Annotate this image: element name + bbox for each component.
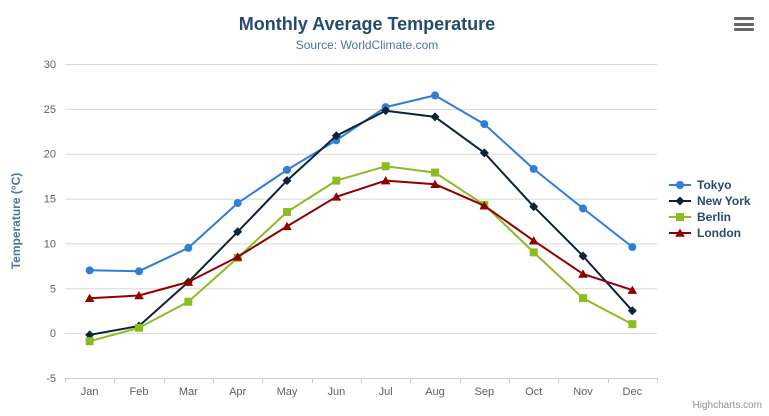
data-point-new-york[interactable] bbox=[479, 148, 489, 158]
series-berlin bbox=[85, 162, 637, 346]
data-point-berlin[interactable] bbox=[431, 168, 439, 177]
series-line-tokyo bbox=[88, 94, 634, 273]
data-point-tokyo[interactable] bbox=[480, 120, 489, 129]
series-new-york bbox=[85, 106, 637, 340]
legend-item-london[interactable]: London bbox=[668, 225, 751, 241]
legend-label-tokyo: Tokyo bbox=[697, 178, 732, 192]
x-axis-label: Apr bbox=[229, 386, 246, 398]
x-axis-label: Jun bbox=[327, 386, 345, 398]
data-point-berlin[interactable] bbox=[381, 162, 390, 171]
data-point-london[interactable] bbox=[380, 176, 391, 185]
legend: Tokyo New York Berlin London bbox=[668, 177, 751, 241]
data-point-berlin[interactable] bbox=[135, 323, 143, 332]
data-point-london[interactable] bbox=[627, 285, 638, 294]
x-axis-label: Dec bbox=[623, 386, 643, 398]
series-london bbox=[84, 176, 638, 302]
data-point-berlin[interactable] bbox=[332, 176, 341, 185]
export-menu-bar bbox=[734, 22, 754, 26]
x-axis-label: Oct bbox=[525, 386, 542, 398]
legend-item-berlin[interactable]: Berlin bbox=[668, 209, 751, 225]
data-point-berlin[interactable] bbox=[579, 294, 587, 303]
data-point-new-york[interactable] bbox=[578, 251, 588, 261]
data-point-tokyo[interactable] bbox=[529, 164, 538, 173]
legend-label-berlin: Berlin bbox=[697, 210, 732, 224]
y-axis-label: -5 bbox=[46, 373, 56, 385]
highcharts-credit[interactable]: Highcharts.com bbox=[692, 400, 762, 411]
data-point-tokyo[interactable] bbox=[283, 165, 291, 174]
series-line-berlin bbox=[88, 165, 634, 343]
data-point-berlin[interactable] bbox=[628, 320, 637, 329]
data-point-london[interactable] bbox=[578, 269, 588, 278]
legend-item-new-york[interactable]: New York bbox=[668, 193, 751, 209]
legend-symbol-tokyo bbox=[669, 181, 691, 189]
legend-symbol-london bbox=[669, 228, 691, 237]
y-axis-label: 10 bbox=[44, 238, 56, 250]
data-point-new-york[interactable] bbox=[282, 176, 292, 186]
square-marker-icon bbox=[676, 213, 684, 221]
diamond-marker-icon bbox=[675, 196, 685, 206]
data-point-berlin[interactable] bbox=[85, 337, 94, 346]
data-point-tokyo[interactable] bbox=[628, 243, 637, 252]
circle-marker-icon bbox=[676, 181, 684, 189]
data-point-london[interactable] bbox=[282, 221, 292, 231]
data-point-new-york[interactable] bbox=[529, 202, 539, 212]
x-axis-label: May bbox=[277, 386, 298, 398]
x-axis-label: Jan bbox=[81, 386, 99, 398]
data-point-berlin[interactable] bbox=[283, 208, 291, 217]
y-axis-label: 15 bbox=[44, 194, 56, 206]
data-point-new-york[interactable] bbox=[331, 131, 341, 141]
data-point-tokyo[interactable] bbox=[579, 204, 587, 213]
data-point-new-york[interactable] bbox=[381, 106, 391, 116]
data-point-new-york[interactable] bbox=[85, 330, 95, 340]
chart-subtitle: Source: WorldClimate.com bbox=[295, 38, 439, 52]
x-axis-label: Nov bbox=[573, 386, 593, 398]
data-point-new-york[interactable] bbox=[430, 112, 440, 122]
x-axis-label: Feb bbox=[130, 386, 149, 398]
data-point-berlin[interactable] bbox=[184, 297, 193, 306]
legend-item-tokyo[interactable]: Tokyo bbox=[668, 177, 751, 193]
data-point-london[interactable] bbox=[528, 236, 539, 245]
export-menu-bar bbox=[734, 28, 754, 31]
chart-title: Monthly Average Temperature bbox=[238, 14, 496, 34]
x-axis-label: Sep bbox=[475, 386, 495, 398]
export-menu-icon[interactable] bbox=[734, 17, 754, 31]
data-point-london[interactable] bbox=[84, 293, 95, 302]
x-axis-label: Aug bbox=[425, 386, 445, 398]
data-point-london[interactable] bbox=[183, 277, 194, 286]
data-point-tokyo[interactable] bbox=[85, 266, 94, 275]
series-tokyo bbox=[85, 91, 637, 276]
series-line-new-york bbox=[88, 109, 634, 336]
data-point-london[interactable] bbox=[232, 252, 243, 261]
data-point-tokyo[interactable] bbox=[184, 243, 193, 252]
data-point-london[interactable] bbox=[479, 201, 490, 210]
y-axis-label: 30 bbox=[44, 59, 56, 71]
y-axis-label: 20 bbox=[44, 149, 56, 161]
legend-label-london: London bbox=[697, 226, 741, 240]
data-point-tokyo[interactable] bbox=[431, 91, 439, 100]
x-axis-label: Mar bbox=[179, 386, 198, 398]
data-point-berlin[interactable] bbox=[529, 248, 538, 257]
export-menu-bar bbox=[734, 17, 754, 20]
y-axis-label: 0 bbox=[50, 328, 56, 340]
y-axis-title: Temperature (°C) bbox=[9, 173, 23, 270]
triangle-marker-icon bbox=[675, 228, 685, 237]
data-point-london[interactable] bbox=[430, 179, 440, 189]
data-point-tokyo[interactable] bbox=[135, 267, 143, 276]
x-axis-label: Jul bbox=[379, 386, 393, 398]
legend-symbol-new-york bbox=[669, 196, 691, 206]
data-point-new-york[interactable] bbox=[627, 306, 637, 316]
data-point-new-york[interactable] bbox=[233, 227, 243, 237]
y-axis-label: 25 bbox=[44, 104, 56, 116]
data-point-tokyo[interactable] bbox=[233, 199, 242, 208]
y-axis-label: 5 bbox=[50, 283, 56, 295]
data-point-london[interactable] bbox=[331, 192, 342, 201]
data-point-london[interactable] bbox=[134, 290, 144, 300]
legend-label-new-york: New York bbox=[697, 194, 751, 208]
series-line-london bbox=[88, 179, 634, 300]
legend-symbol-berlin bbox=[669, 213, 691, 221]
